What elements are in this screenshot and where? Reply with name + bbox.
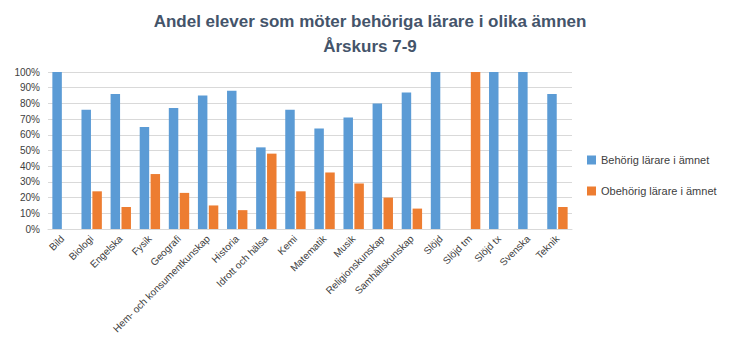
svg-text:90%: 90% (20, 82, 40, 93)
svg-text:Obehörig lärare i ämnet: Obehörig lärare i ämnet (601, 185, 717, 197)
svg-text:Svenska: Svenska (497, 233, 532, 268)
svg-text:Hem- och konsumentkunskap: Hem- och konsumentkunskap (111, 233, 212, 334)
svg-text:Engelska: Engelska (88, 233, 125, 270)
svg-text:Kemi: Kemi (275, 233, 299, 257)
svg-text:Andel elever som möter behörig: Andel elever som möter behöriga lärare i… (154, 12, 587, 31)
svg-text:30%: 30% (20, 176, 40, 187)
svg-text:Samhällskunskap: Samhällskunskap (353, 233, 416, 296)
svg-text:50%: 50% (20, 145, 40, 156)
svg-text:Teknik: Teknik (534, 233, 562, 261)
svg-text:Religionskunskap: Religionskunskap (323, 233, 387, 297)
svg-text:Biologi: Biologi (66, 233, 96, 263)
svg-text:Behörig lärare i ämnet: Behörig lärare i ämnet (601, 154, 709, 166)
svg-text:Musik: Musik (331, 233, 357, 259)
svg-text:Årskurs 7-9: Årskurs 7-9 (323, 37, 417, 56)
svg-text:100%: 100% (14, 67, 40, 78)
svg-text:Matematik: Matematik (288, 233, 328, 273)
svg-text:Slöjd tm: Slöjd tm (441, 233, 474, 266)
svg-text:20%: 20% (20, 192, 40, 203)
svg-text:Geografi: Geografi (148, 233, 183, 268)
svg-text:Historia: Historia (209, 233, 242, 265)
svg-text:Idrott och hälsa: Idrott och hälsa (214, 233, 270, 289)
svg-text:10%: 10% (20, 208, 40, 219)
svg-text:70%: 70% (20, 114, 40, 125)
svg-text:Bild: Bild (47, 233, 67, 253)
svg-text:Slöjd tx: Slöjd tx (472, 233, 504, 264)
svg-text:Fysik: Fysik (130, 233, 154, 257)
svg-text:0%: 0% (26, 224, 41, 235)
svg-text:80%: 80% (20, 98, 40, 109)
svg-text:Slöjd: Slöjd (421, 233, 444, 256)
svg-text:60%: 60% (20, 129, 40, 140)
svg-text:40%: 40% (20, 161, 40, 172)
